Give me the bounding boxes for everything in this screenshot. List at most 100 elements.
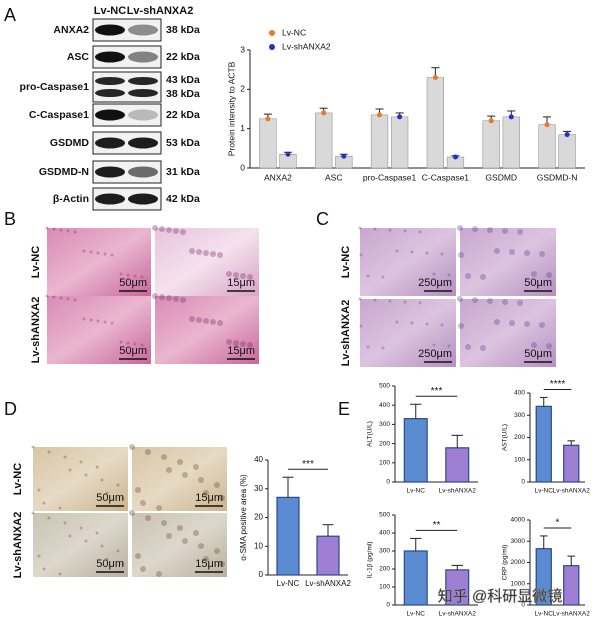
cell-texture (395, 320, 399, 324)
micrograph (360, 228, 456, 296)
blot-protein-label: GSDMD-N (39, 166, 89, 178)
bar (502, 116, 520, 169)
x-tick-label: Lv-NC (277, 579, 300, 588)
bar (558, 134, 576, 169)
cell-texture (129, 510, 135, 516)
bar (403, 418, 428, 483)
cell-texture (219, 495, 225, 501)
y-tick-label: 4000 (511, 517, 526, 524)
cell-texture (432, 272, 436, 276)
cell-texture (140, 275, 144, 279)
y-tick-label: 400 (379, 402, 390, 409)
cell-texture (480, 274, 486, 280)
cell-texture (388, 228, 392, 232)
cell-texture (487, 298, 493, 304)
cell-texture (247, 342, 253, 348)
cell-texture (517, 300, 523, 306)
mean-marker (341, 153, 347, 159)
blot-band (128, 89, 158, 97)
scale-bar-label: 15μm (227, 277, 255, 289)
scale-bar-label: 15μm (227, 345, 255, 357)
cell-texture (161, 520, 167, 526)
y-tick-label: 500 (379, 512, 390, 519)
significance-label: *** (302, 459, 314, 470)
micrograph (132, 513, 227, 577)
y-tick-label: 100 (514, 456, 525, 463)
x-tick-label: GSDMD (485, 172, 517, 182)
cell-texture (45, 294, 49, 298)
cell-texture (79, 460, 83, 464)
x-tick-label: ANXA2 (264, 172, 292, 182)
cell-texture (121, 562, 125, 566)
row-label: Lv-NC (12, 463, 24, 495)
cell-texture (182, 472, 188, 478)
cell-texture (214, 548, 220, 554)
cell-texture (68, 534, 72, 538)
cell-texture (524, 250, 530, 256)
y-tick-label: 0 (521, 479, 525, 486)
x-tick-label: ASC (325, 172, 342, 182)
y-axis-label: IL-1β (pg/ml) (367, 542, 374, 579)
cell-texture (465, 273, 471, 279)
cell-texture (447, 344, 451, 348)
bar (276, 496, 300, 576)
x-tick-label: Lv-NC (535, 488, 554, 495)
cell-texture (524, 321, 530, 327)
cell-texture (116, 549, 120, 553)
x-tick-label: Lv-NC (535, 611, 554, 618)
legend-label: Lv-shANXA2 (282, 41, 331, 51)
y-tick-label: 2000 (511, 559, 526, 566)
cell-texture (103, 252, 107, 256)
cell-texture (180, 229, 186, 235)
cell-texture (42, 501, 46, 505)
bar (538, 124, 556, 169)
cell-texture (410, 321, 414, 325)
x-tick-label: Lv-NC (407, 611, 426, 618)
bar (315, 112, 333, 169)
cell-texture (189, 248, 195, 254)
blot-column-label: Lv-NC (94, 5, 126, 17)
y-axis-label: AST(U/L) (502, 424, 509, 451)
cell-texture (418, 301, 422, 305)
cell-texture (58, 506, 62, 510)
cell-texture (116, 483, 120, 487)
blot-protein-label: ANXA2 (53, 24, 89, 36)
cell-texture (59, 228, 63, 232)
y-axis-label: ALT(U/L) (367, 421, 374, 447)
cell-texture (217, 252, 223, 258)
cell-texture (233, 340, 239, 346)
y-tick-label: 2 (240, 84, 245, 94)
cell-texture (531, 342, 537, 348)
y-tick-label: 0 (259, 570, 264, 579)
cell-texture (203, 318, 209, 324)
y-tick-label: 20 (254, 513, 263, 522)
y-tick-label: 3000 (511, 538, 526, 545)
cell-texture (203, 250, 209, 256)
cell-texture (110, 253, 114, 257)
cell-texture (96, 251, 100, 255)
cell-texture (487, 227, 493, 233)
row-label: Lv-NC (30, 246, 42, 278)
y-tick-label: 200 (379, 566, 390, 573)
cell-texture (177, 459, 183, 465)
cell-texture (196, 249, 202, 255)
cell-texture (37, 488, 41, 492)
cell-texture (546, 343, 552, 349)
cell-texture (59, 296, 63, 300)
cell-texture (166, 467, 172, 473)
cell-texture (100, 478, 104, 482)
micrograph (460, 228, 556, 296)
scale-bar-label: 15μm (195, 558, 223, 570)
cell-texture (440, 323, 444, 327)
cell-texture (210, 251, 216, 257)
y-tick-label: 0 (386, 479, 390, 486)
blot-kda-label: 53 kDa (166, 137, 200, 149)
y-tick-label: 100 (379, 584, 390, 591)
cell-texture (47, 450, 51, 454)
y-tick-label: 0 (521, 602, 525, 609)
cell-texture (82, 249, 86, 253)
blot-frame (92, 71, 162, 103)
cell-texture (96, 319, 100, 323)
bar (445, 447, 470, 483)
